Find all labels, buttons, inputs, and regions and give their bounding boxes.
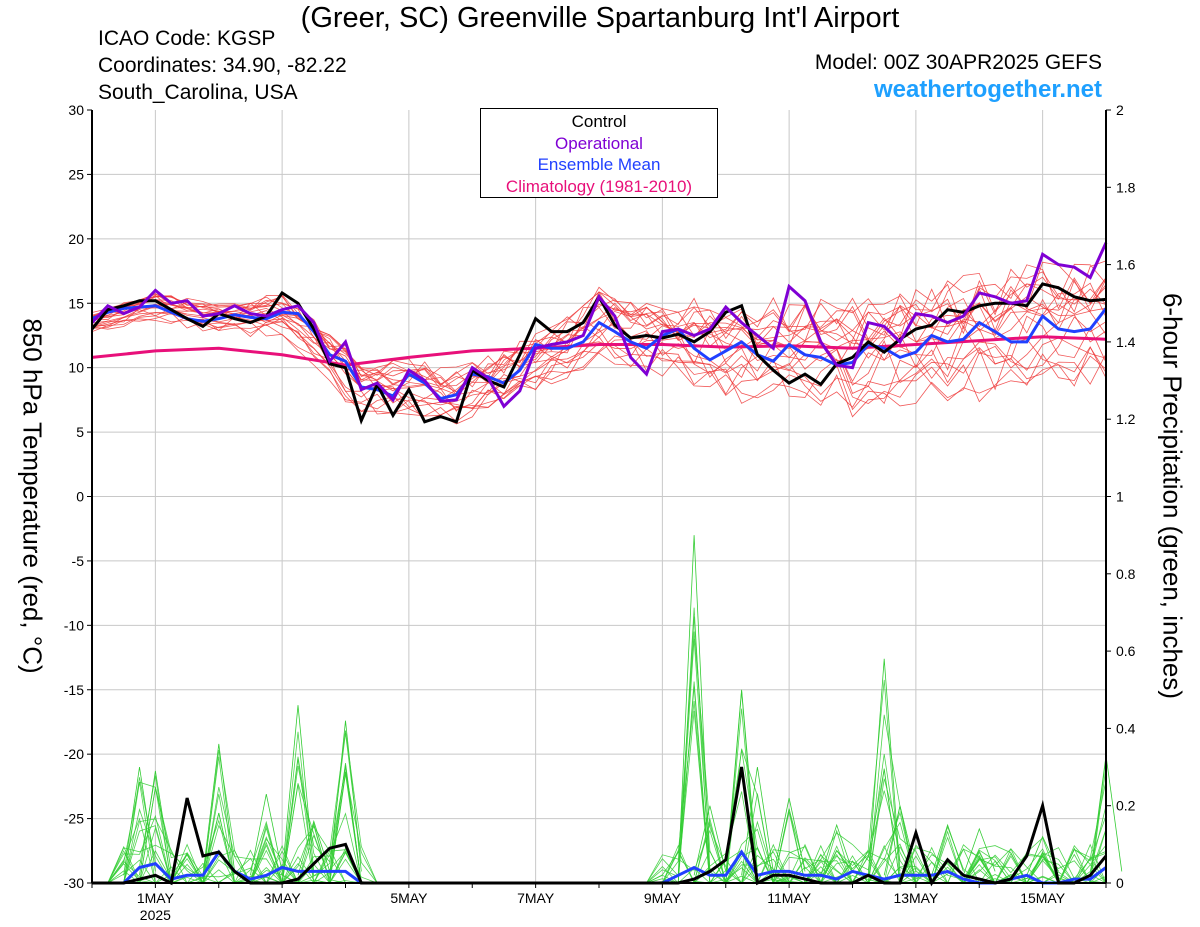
precip-member-peak (202, 743, 235, 876)
ensemble-members-precipitation (92, 535, 1123, 885)
temp-member-line (91, 268, 1107, 385)
y-tick-label: -15 (64, 682, 84, 698)
x-tick-sublabel: 2025 (140, 907, 171, 923)
temp-member-line (91, 260, 1107, 396)
y-tick-label: -20 (64, 746, 84, 762)
precip-member-peak (123, 766, 156, 876)
y-right-tick-label: 1.2 (1116, 411, 1136, 427)
temp-member-line (91, 264, 1107, 386)
y-right-tick-label: 2 (1116, 102, 1124, 118)
legend-control: Control (571, 112, 627, 131)
y-tick-label: 10 (68, 360, 84, 376)
chart-title: (Greer, SC) Greenville Spartanburg Int'l… (300, 2, 900, 34)
y-right-tick-label: 0.4 (1116, 720, 1136, 736)
y-tick-label: 20 (68, 231, 84, 247)
precip-member-line (92, 690, 1107, 885)
x-tick-label: 11MAY (767, 890, 811, 906)
icao-code: ICAO Code: KGSP (98, 27, 276, 50)
x-tick-label: 13MAY (893, 890, 939, 906)
precip-member-peak (931, 823, 964, 876)
x-tick-label: 7MAY (517, 890, 555, 906)
y-tick-label: -25 (64, 811, 84, 827)
y-tick-label: -30 (64, 875, 84, 891)
temp-member-line (91, 308, 1107, 410)
legend-ensemble-mean: Ensemble Mean (537, 155, 661, 174)
gridlines (92, 110, 1106, 883)
y-tick-label: 30 (68, 102, 84, 118)
precip-member-peak (725, 689, 758, 876)
precip-member-line (92, 631, 1107, 884)
precip-control-line (92, 766, 1108, 887)
y-right-tick-label: 1.4 (1116, 334, 1136, 350)
legend: Control Operational Ensemble Mean Climat… (480, 108, 718, 198)
y-axis-label-left: 850 hPa Temperature (red, °C) (17, 318, 48, 674)
y-tick-label: 5 (76, 424, 84, 440)
precip-member-peak (693, 805, 727, 876)
precip-member-peak (250, 794, 283, 876)
precip-member-peak (139, 770, 172, 876)
y-tick-label: -5 (72, 553, 85, 569)
temp-member-line (91, 312, 1107, 415)
y-tick-label: -10 (64, 617, 84, 633)
temp-member-line (91, 282, 1107, 390)
precip-member-peak (963, 827, 996, 876)
precip-member-line (92, 732, 1106, 885)
precip-member-peak (772, 797, 806, 876)
y-tick-label: 25 (68, 166, 84, 182)
y-right-tick-label: 0.2 (1116, 798, 1136, 814)
y-tick-label: 0 (76, 489, 84, 505)
temp-member-line (91, 316, 1107, 417)
x-tick-label: 5MAY (390, 890, 428, 906)
temp-member-line (91, 315, 1107, 422)
x-tick-label: 15MAY (1020, 890, 1066, 906)
temp-member-line (91, 312, 1107, 425)
precip-member-peak (281, 705, 315, 876)
precip-member-peak (677, 535, 711, 876)
temp-member-line (91, 263, 1107, 381)
y-right-tick-label: 1.6 (1116, 257, 1136, 273)
temp-operational-line (90, 242, 1108, 409)
temp-member-line (91, 312, 1107, 423)
precip-member-peak (741, 766, 774, 876)
y-axis-label-right: 6-hour Precipitation (green, inches) (1157, 292, 1188, 700)
x-tick-label: 1MAY (137, 890, 175, 906)
axes: 302520151050-5-10-15-20-25-3021.81.61.41… (64, 102, 1136, 923)
climatology-line (91, 335, 1107, 367)
precip-member-line (92, 710, 1107, 884)
precip-member-line (92, 686, 1107, 885)
region: South_Carolina, USA (98, 81, 298, 104)
y-right-tick-label: 1 (1116, 489, 1124, 505)
x-tick-label: 9MAY (644, 890, 682, 906)
y-right-tick-label: 1.8 (1116, 179, 1136, 195)
x-tick-label: 3MAY (264, 890, 302, 906)
y-right-tick-label: 0 (1116, 875, 1124, 891)
site-link[interactable]: weathertogether.net (873, 76, 1102, 103)
model-run: Model: 00Z 30APR2025 GEFS (814, 51, 1102, 74)
temp-member-line (91, 271, 1107, 393)
precip-member-line (92, 638, 1107, 885)
coordinates: Coordinates: 34.90, -82.22 (98, 54, 347, 77)
precip-member-line (92, 730, 1107, 884)
legend-climatology: Climatology (1981-2010) (505, 176, 693, 196)
main-series (90, 242, 1108, 887)
temp-member-line (91, 303, 1107, 412)
precip-member-line (92, 607, 1107, 885)
precip-member-peak (867, 658, 901, 876)
precip-member-peak (820, 823, 853, 876)
y-right-tick-label: 0.6 (1116, 643, 1136, 659)
precip-member-peak (329, 720, 362, 876)
y-tick-label: 15 (68, 295, 84, 311)
legend-operational: Operational (555, 133, 643, 153)
y-right-tick-label: 0.8 (1116, 566, 1136, 582)
